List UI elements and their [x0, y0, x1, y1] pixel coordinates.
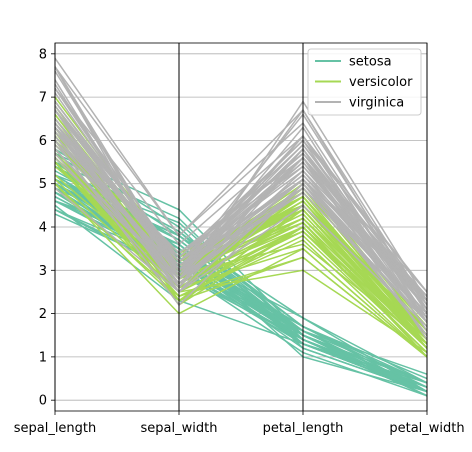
x-tick-label: sepal_width — [141, 421, 218, 436]
series-line-versicolor — [54, 161, 428, 358]
series-line-versicolor — [54, 183, 428, 358]
series-line-virginica — [54, 144, 428, 323]
series-line-virginica — [54, 118, 428, 315]
series-line-virginica — [54, 122, 428, 306]
x-tick-label: petal_width — [389, 421, 464, 436]
legend-label-setosa: setosa — [349, 55, 392, 70]
y-tick-label: 0 — [39, 394, 47, 409]
series-line-versicolor — [54, 178, 428, 354]
y-tick-label: 8 — [39, 47, 47, 62]
y-tick-label: 1 — [39, 350, 47, 365]
x-tick-label: sepal_length — [14, 421, 97, 436]
data-lines — [54, 57, 428, 397]
y-tick-label: 3 — [39, 264, 47, 279]
x-axis: sepal_length sepal_width petal_length petal… — [14, 411, 465, 436]
y-tick-label: 2 — [39, 307, 47, 322]
y-tick-label: 4 — [39, 221, 47, 236]
y-tick-label: 5 — [39, 177, 47, 192]
series-line-virginica — [54, 139, 428, 336]
y-tick-label: 7 — [39, 91, 47, 106]
series-line-virginica — [54, 66, 428, 314]
series-line-virginica — [54, 109, 428, 297]
series-line-virginica — [54, 109, 428, 293]
legend-label-versicolor: versicolor — [349, 75, 413, 90]
legend-label-virginica: virginica — [349, 96, 404, 111]
x-tick-label: petal_length — [263, 421, 344, 436]
series-line-versicolor — [54, 161, 428, 345]
y-axis: 0 1 2 3 4 5 6 7 8 — [39, 47, 55, 409]
legend: setosa versicolor virginica — [307, 48, 422, 116]
y-tick-label: 6 — [39, 134, 47, 149]
series-line-virginica — [54, 131, 428, 302]
legend-box — [307, 48, 422, 116]
series-line-virginica — [54, 187, 428, 328]
series-line-virginica — [54, 87, 428, 293]
series-line-virginica — [54, 148, 428, 319]
series-line-virginica — [54, 66, 428, 306]
